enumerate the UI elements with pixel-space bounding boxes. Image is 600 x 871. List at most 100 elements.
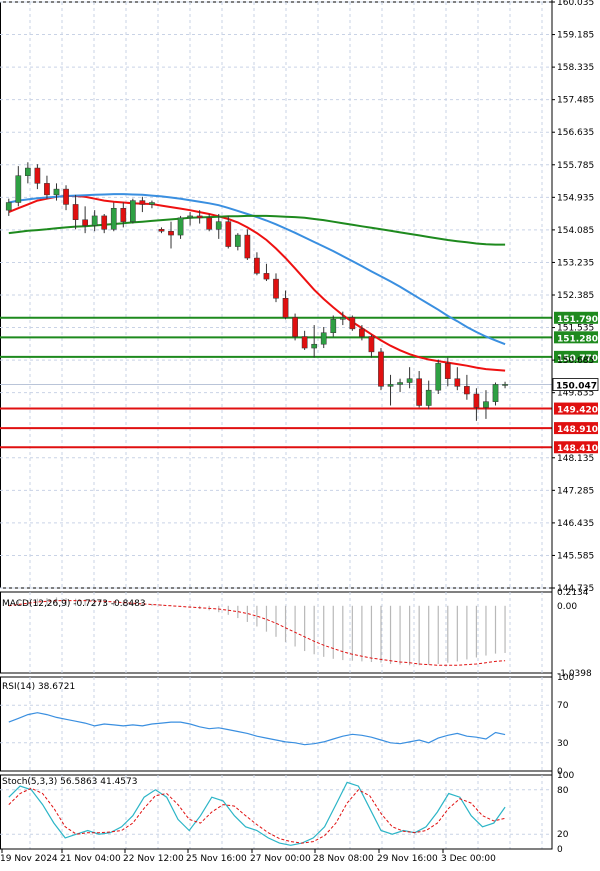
panel-frame-3 bbox=[0, 774, 553, 850]
candle-body bbox=[359, 328, 365, 337]
price-tick-label: 159.185 bbox=[557, 31, 594, 41]
candle-body bbox=[368, 336, 375, 353]
candle-body bbox=[473, 393, 480, 408]
candle-body bbox=[282, 298, 289, 318]
macd-tick-label: -1.0398 bbox=[557, 669, 592, 679]
price-tick-label: 154.085 bbox=[557, 226, 594, 236]
time-tick-label: 22 Nov 12:00 bbox=[123, 854, 184, 864]
candle-body bbox=[301, 336, 308, 349]
candle-body bbox=[44, 183, 50, 196]
level-tag-text: 148.910 bbox=[557, 425, 598, 435]
level-tag-150.770 bbox=[554, 350, 598, 363]
moving-average-ma_blue bbox=[8, 193, 506, 346]
stoch-tick-label: 20 bbox=[557, 830, 569, 840]
level-tag-text: 148.410 bbox=[557, 444, 598, 454]
stoch-signal-line bbox=[8, 787, 506, 844]
time-tick-label: 29 Nov 16:00 bbox=[377, 854, 438, 864]
price-tick-label: 149.835 bbox=[557, 389, 594, 399]
candle-body bbox=[273, 278, 279, 299]
price-tick-label: 158.335 bbox=[557, 63, 594, 73]
moving-average-ma_red bbox=[8, 195, 506, 372]
price-tick-label: 155.785 bbox=[557, 161, 594, 171]
candle-body bbox=[483, 401, 489, 408]
moving-average-ma_green bbox=[8, 214, 506, 246]
price-tick-label: 150.685 bbox=[557, 356, 594, 366]
candle-body bbox=[502, 384, 508, 386]
level-tag-text: 151.280 bbox=[557, 334, 598, 344]
candle-body bbox=[406, 378, 413, 383]
time-tick-label: 19 Nov 2024 bbox=[0, 854, 58, 864]
level-tag-151.280 bbox=[554, 331, 598, 344]
stoch-tick-label: 80 bbox=[557, 786, 569, 796]
candle-body bbox=[120, 207, 127, 222]
candle-body bbox=[158, 229, 165, 232]
time-tick-label: 21 Nov 04:00 bbox=[60, 854, 121, 864]
price-tick-label: 147.285 bbox=[557, 486, 594, 496]
candle-body bbox=[263, 273, 270, 280]
candle-body bbox=[34, 167, 41, 184]
time-tick-label: 27 Nov 00:00 bbox=[250, 854, 311, 864]
rsi-tick-label: 70 bbox=[557, 701, 569, 711]
stoch-label: Stoch(5,3,3) 56.5863 41.4573 bbox=[2, 777, 137, 787]
price-tick-label: 153.235 bbox=[557, 258, 594, 268]
level-tag-text: 149.420 bbox=[557, 406, 598, 416]
level-tag-148.910 bbox=[554, 422, 598, 435]
current-price-tag bbox=[552, 378, 599, 391]
level-tag-151.790 bbox=[554, 311, 598, 324]
stoch-main-line bbox=[8, 781, 506, 846]
candle-body bbox=[397, 382, 403, 385]
candle-body bbox=[196, 215, 203, 219]
rsi-label: RSI(14) 38.6721 bbox=[2, 682, 75, 692]
candle-body bbox=[187, 215, 193, 219]
candle-body bbox=[82, 219, 88, 226]
candle-body bbox=[53, 188, 60, 196]
candle-body bbox=[416, 378, 423, 406]
candle-body bbox=[25, 167, 31, 176]
panel-frame-2 bbox=[0, 676, 553, 772]
level-tag-148.410 bbox=[554, 441, 598, 454]
candle-body bbox=[168, 230, 174, 236]
candle-body bbox=[91, 215, 98, 226]
price-tick-label: 145.585 bbox=[557, 551, 594, 561]
price-tick-label: 144.735 bbox=[557, 584, 594, 594]
stoch-tick-label: 100 bbox=[557, 771, 574, 781]
price-tick-label: 146.435 bbox=[557, 519, 594, 529]
candle-body bbox=[5, 202, 12, 211]
candle-body bbox=[425, 389, 432, 406]
candle-body bbox=[330, 319, 337, 333]
candle-body bbox=[72, 204, 79, 220]
time-tick-label: 28 Nov 08:00 bbox=[313, 854, 374, 864]
candle-body bbox=[101, 215, 108, 230]
candle-body bbox=[254, 257, 260, 274]
price-tick-label: 154.935 bbox=[557, 193, 594, 203]
macd-tick-label: 0.00 bbox=[557, 602, 577, 612]
level-tag-text: 151.790 bbox=[557, 315, 598, 325]
candle-body bbox=[110, 207, 117, 230]
time-tick-label: 3 Dec 00:00 bbox=[441, 854, 496, 864]
candle-body bbox=[15, 175, 22, 203]
candle-body bbox=[129, 200, 136, 222]
candle-body bbox=[435, 363, 442, 391]
rsi-tick-label: 0 bbox=[557, 767, 563, 777]
price-tick-label: 156.635 bbox=[557, 128, 594, 138]
candle-body bbox=[149, 202, 155, 205]
time-tick-label: 25 Nov 16:00 bbox=[186, 854, 247, 864]
price-tick-label: 157.485 bbox=[557, 96, 594, 106]
candle-body bbox=[63, 188, 69, 205]
rsi-tick-label: 100 bbox=[557, 673, 574, 683]
candle-body bbox=[492, 384, 499, 402]
candle-body bbox=[225, 221, 232, 247]
candle-body bbox=[349, 317, 356, 330]
candle-body bbox=[215, 221, 222, 230]
candle-body bbox=[292, 317, 298, 337]
candle-body bbox=[464, 386, 470, 395]
price-tick-label: 148.135 bbox=[557, 454, 594, 464]
candle-body bbox=[234, 234, 241, 247]
level-tag-149.420 bbox=[554, 402, 598, 415]
candle-body bbox=[378, 351, 384, 387]
candle-body bbox=[177, 217, 184, 236]
stoch-tick-label: 0 bbox=[557, 845, 563, 855]
candle-body bbox=[444, 363, 451, 379]
